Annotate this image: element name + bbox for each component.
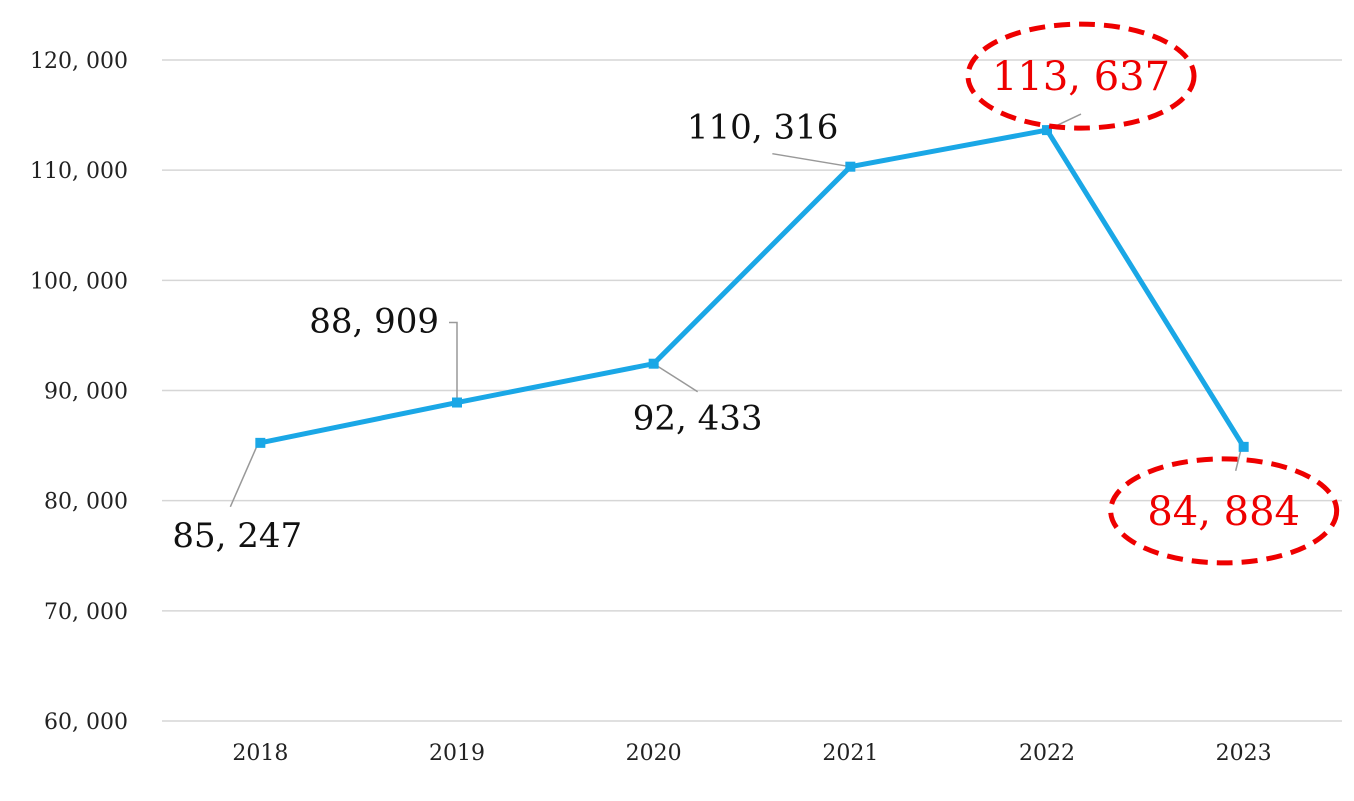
x-tick-label: 2021	[822, 741, 878, 766]
highlight-ellipse	[965, 21, 1197, 131]
data-labels: 85, 247 88, 909 92, 433 110, 316 113, 637 84,…	[172, 54, 1300, 556]
highlight-ellipses	[965, 21, 1340, 566]
label-leader-line	[653, 363, 699, 393]
data-point-marker	[648, 358, 659, 369]
gridlines	[162, 59, 1342, 722]
x-axis-ticks: 2018 2019 2020 2021 2022 2023	[232, 741, 1271, 766]
y-tick-label: 100, 000	[30, 269, 128, 294]
label-leader-line	[229, 442, 260, 508]
data-label: 85, 247	[172, 516, 302, 556]
x-tick-label: 2023	[1216, 741, 1272, 766]
data-label: 92, 433	[633, 399, 763, 439]
x-tick-label: 2018	[232, 741, 288, 766]
data-label: 110, 316	[687, 108, 838, 148]
data-label-highlighted: 84, 884	[1147, 489, 1300, 535]
data-point-marker	[1042, 125, 1052, 136]
data-point-marker	[255, 437, 266, 448]
y-tick-label: 90, 000	[44, 380, 128, 405]
series-line	[255, 125, 1249, 452]
label-leader-line	[772, 152, 851, 168]
label-leader-line	[449, 321, 458, 403]
data-label: 88, 909	[309, 302, 439, 342]
data-point-marker	[845, 161, 856, 172]
y-tick-label: 110, 000	[30, 159, 128, 184]
x-tick-label: 2022	[1019, 741, 1075, 766]
y-tick-label: 70, 000	[44, 600, 128, 625]
highlight-ellipse	[1108, 456, 1340, 566]
data-label-highlighted: 113, 637	[992, 54, 1170, 100]
y-tick-label: 60, 000	[44, 710, 128, 735]
data-point-marker	[1238, 441, 1249, 452]
series-line-path	[257, 127, 1247, 450]
y-axis-ticks: 60, 000 70, 000 80, 000 90, 000 100, 000 110,…	[30, 49, 128, 735]
x-tick-label: 2019	[429, 741, 485, 766]
x-tick-label: 2020	[626, 741, 682, 766]
y-tick-label: 80, 000	[44, 490, 128, 515]
data-point-marker	[452, 397, 462, 408]
y-tick-label: 120, 000	[30, 49, 128, 74]
